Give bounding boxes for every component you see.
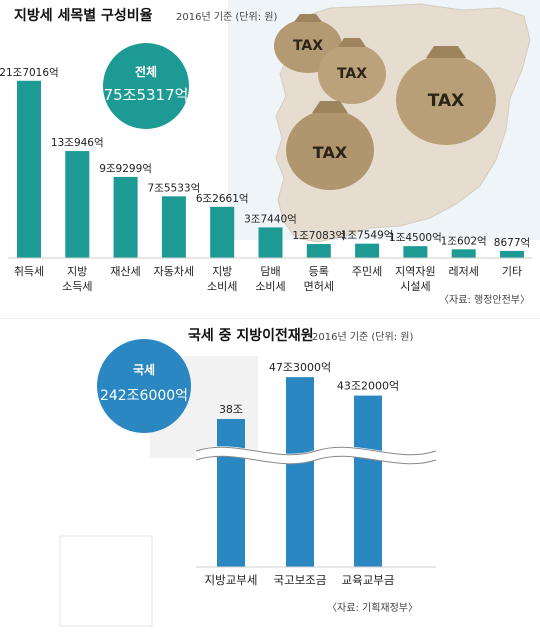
bar [210, 206, 235, 258]
data-label: 1조4500억 [389, 232, 442, 244]
total-value: 75조5317억 [104, 86, 189, 104]
bar [355, 243, 380, 258]
category-label: 담배 [260, 265, 280, 278]
bar [403, 246, 428, 258]
category-label: 지방교부세 [205, 573, 258, 587]
tax-bag-4: TAX [286, 101, 374, 190]
category-label: 레저세 [449, 265, 479, 278]
bar [258, 227, 283, 258]
category-label: 취득세 [14, 265, 44, 278]
tax-label: TAX [337, 66, 367, 82]
bar [354, 395, 382, 567]
data-label: 1조602억 [441, 235, 487, 247]
category-label: 지방 [67, 265, 87, 278]
total-badge: 전체 75조5317억 [103, 43, 189, 129]
tax-bag-2: TAX [318, 38, 386, 104]
category-label: 소비세 [207, 280, 237, 293]
category-label: 면허세 [304, 280, 334, 293]
local-tax-chart: TAX TAX TAX TAX 지방세 세목별 구성비율 2016년 기준 (단… [0, 0, 540, 306]
bar [500, 250, 524, 258]
bar [286, 377, 314, 567]
total-label: 국세 [133, 362, 155, 377]
chart-subtitle: 2016년 기준 (단위: 원) [312, 330, 413, 343]
category-label: 소득세 [62, 280, 92, 293]
axis-break [194, 446, 438, 465]
data-label: 1조7549억 [341, 230, 394, 242]
tax-label: TAX [293, 38, 323, 54]
category-label: 재산세 [110, 265, 140, 278]
category-label: 주민세 [352, 265, 382, 278]
total-label: 전체 [135, 64, 157, 79]
source-note: 〈자료: 행정안전부〉 [439, 294, 530, 306]
bar [113, 176, 138, 258]
chart-subtitle: 2016년 기준 (단위: 원) [176, 10, 277, 23]
data-label: 21조7016억 [0, 67, 59, 79]
data-label: 38조 [219, 403, 243, 416]
bar [17, 80, 41, 258]
blank-box [59, 535, 153, 627]
category-label: 지방 [212, 265, 232, 278]
tax-bags-illustration: TAX TAX TAX TAX [274, 14, 496, 190]
total-value: 242조6000억 [100, 388, 188, 404]
bar [306, 244, 331, 258]
data-label: 1조7083억 [292, 230, 345, 242]
tax-bag-3: TAX [396, 46, 496, 145]
data-label: 9조9299억 [99, 163, 152, 175]
category-label: 소비세 [255, 280, 285, 293]
source-note: 〈자료: 기획재정부〉 [327, 602, 418, 614]
data-label: 6조2661억 [196, 193, 249, 205]
data-label: 47조3000억 [269, 361, 331, 374]
bar [451, 249, 476, 258]
chart-title: 국세 중 지방이전재원 [188, 327, 314, 344]
bar [65, 151, 90, 258]
category-label: 자동차세 [154, 265, 194, 278]
category-label: 등록 [309, 265, 329, 278]
category-label: 교육교부금 [342, 573, 395, 587]
data-label: 3조7440억 [244, 213, 297, 225]
data-label: 7조5533억 [148, 182, 201, 194]
category-label: 시설세 [400, 280, 430, 293]
category-label: 국고보조금 [274, 573, 327, 587]
data-label: 8677억 [494, 237, 530, 249]
data-label: 43조2000억 [337, 380, 399, 393]
bar [161, 196, 186, 258]
category-label: 지역자원 [395, 265, 435, 278]
category-labels: 지방교부세 국고보조금 교육교부금 [205, 573, 395, 587]
chart-title: 지방세 세목별 구성비율 [14, 7, 153, 24]
category-label: 기타 [502, 265, 522, 278]
data-label: 13조946억 [51, 137, 104, 149]
total-badge: 국세 242조6000억 [97, 339, 191, 433]
tax-label: TAX [428, 91, 465, 111]
tax-label: TAX [313, 143, 348, 162]
bar-series: 38조 47조3000억 43조2000억 [217, 361, 399, 567]
national-tax-transfer-chart: 국세 중 지방이전재원 2016년 기준 (단위: 원) 국세 242조6000… [0, 318, 540, 627]
bar [217, 419, 245, 567]
